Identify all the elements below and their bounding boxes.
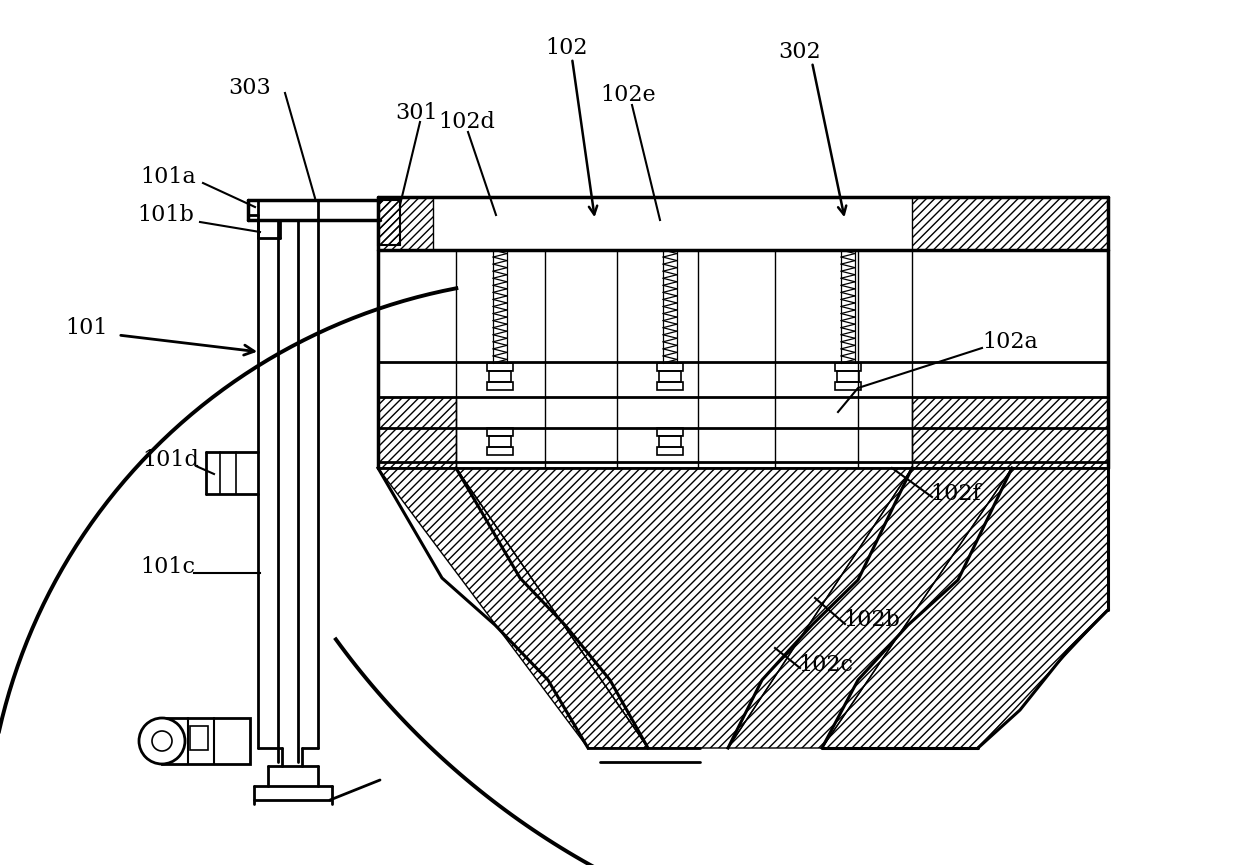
- Text: 101b: 101b: [136, 204, 193, 226]
- Text: 101: 101: [64, 317, 108, 339]
- Text: 102e: 102e: [600, 84, 656, 106]
- Text: 102c: 102c: [799, 654, 853, 676]
- Bar: [378, 397, 456, 468]
- Text: 102: 102: [546, 37, 588, 59]
- Circle shape: [139, 718, 185, 764]
- Bar: [658, 371, 681, 382]
- Bar: [378, 200, 401, 245]
- Text: 302: 302: [777, 41, 821, 63]
- Bar: [911, 397, 1109, 468]
- Bar: [487, 428, 513, 436]
- Text: 303: 303: [228, 77, 270, 99]
- Text: 102d: 102d: [438, 111, 495, 133]
- Text: 101a: 101a: [140, 166, 196, 188]
- Bar: [911, 197, 1109, 250]
- Bar: [162, 718, 250, 764]
- Bar: [657, 447, 683, 455]
- Bar: [487, 382, 513, 390]
- Bar: [657, 363, 683, 371]
- Bar: [835, 382, 861, 390]
- Text: 102f: 102f: [930, 483, 981, 505]
- Bar: [190, 726, 208, 750]
- Bar: [837, 371, 859, 382]
- Bar: [489, 371, 511, 382]
- Bar: [657, 428, 683, 436]
- Bar: [487, 363, 513, 371]
- Bar: [835, 363, 861, 371]
- Text: 101c: 101c: [140, 556, 195, 578]
- Bar: [489, 436, 511, 447]
- Text: 101d: 101d: [143, 449, 198, 471]
- Bar: [657, 382, 683, 390]
- Text: 102b: 102b: [843, 609, 900, 631]
- Bar: [658, 436, 681, 447]
- Text: 102a: 102a: [982, 331, 1038, 353]
- Text: 301: 301: [396, 102, 438, 124]
- Bar: [487, 447, 513, 455]
- Bar: [378, 197, 433, 250]
